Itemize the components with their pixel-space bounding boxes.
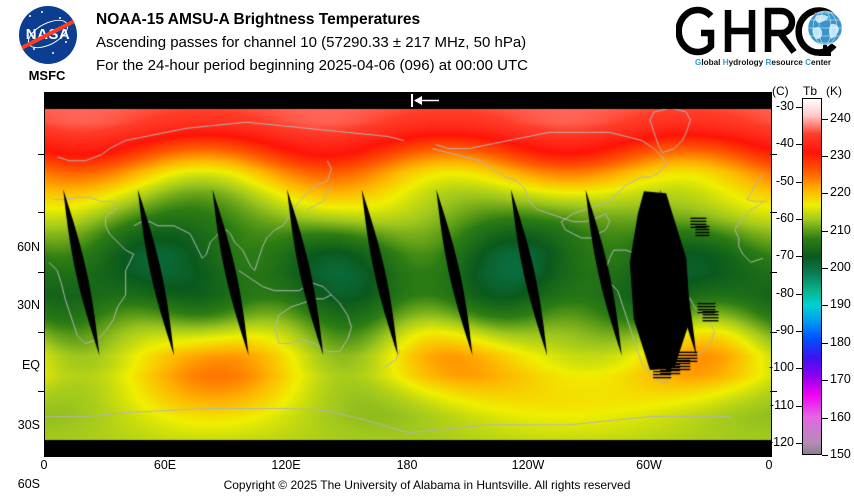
nasa-meatball-icon: NASA: [19, 6, 77, 64]
lon-tick-120e: [286, 92, 287, 99]
colorbar-kelvin-label-220: 220: [830, 185, 851, 200]
colorbar-kelvin-tick-190: [822, 305, 828, 306]
colorbar: [802, 98, 822, 455]
colorbar-celsius-tick--100: [796, 368, 802, 369]
header: NASA MSFC NOAA-15 AMSU-A Brightness Temp…: [0, 0, 854, 92]
colorbar-celsius-label--90: -90: [775, 323, 794, 338]
ghrc-logo: Global Hydrology Resource Center: [676, 6, 846, 82]
latitude-axis: 60N 30N EQ 30S 60S: [0, 92, 40, 491]
colorbar-kelvin-label-160: 160: [830, 409, 851, 424]
colorbar-celsius-tick--70: [796, 256, 802, 257]
lat-label-30n: 30N: [17, 298, 40, 312]
lon-label-120e: 120E: [271, 458, 301, 472]
lon-tick-0: [44, 92, 45, 99]
ghrc-globe-icon: [807, 10, 843, 56]
copyright-notice: Copyright © 2025 The University of Alaba…: [223, 478, 631, 492]
lat-label-60n: 60N: [17, 240, 40, 254]
lon-label-0: 0: [40, 458, 48, 472]
lat-tick-right-60n: [770, 154, 777, 155]
page-title: NOAA-15 AMSU-A Brightness Temperatures: [96, 11, 421, 28]
nasa-msfc-logo: NASA MSFC: [8, 6, 86, 88]
colorbar-kelvin-tick-180: [822, 343, 828, 344]
lon-tick-60e: [165, 92, 166, 99]
colorbar-kelvin-tick-230: [822, 156, 828, 157]
colorbar-kelvin-header: (K): [826, 84, 842, 98]
lon-label-120w: 120W: [511, 458, 545, 472]
lon-tick-180: [407, 92, 408, 99]
ghrc-subtitle: Global Hydrology Resource Center: [694, 58, 832, 67]
lat-label-60s: 60S: [17, 477, 40, 491]
colorbar-celsius-tick--90: [796, 331, 802, 332]
map-frame: [44, 92, 772, 457]
colorbar-kelvin-label-230: 230: [830, 147, 851, 162]
colorbar-kelvin-label-170: 170: [830, 372, 851, 387]
colorbar-kelvin-label-150: 150: [830, 447, 851, 461]
colorbar-kelvin-label-240: 240: [830, 110, 851, 125]
colorbar-celsius-tick--50: [796, 182, 802, 183]
colorbar-celsius-tick--80: [796, 294, 802, 295]
colorbar-celsius-tick--30: [796, 107, 802, 108]
colorbar-celsius-label--120: -120: [768, 435, 794, 450]
lat-label-eq: EQ: [21, 358, 40, 372]
colorbar-celsius-tick--120: [796, 443, 802, 444]
lon-label-360: 0: [765, 458, 773, 472]
lon-tick-360: [769, 92, 770, 99]
colorbar-celsius-label--40: -40: [775, 136, 794, 151]
ghrc-wordmark-icon: [676, 6, 843, 56]
colorbar-celsius-label--30: -30: [775, 98, 794, 113]
lat-tick-right-60s: [770, 391, 777, 392]
colorbar-kelvin-tick-160: [822, 418, 828, 419]
lat-tick-right-30n: [770, 212, 777, 213]
lat-tick-eq: [38, 272, 45, 273]
colorbar-celsius-tick--40: [796, 144, 802, 145]
colorbar-celsius-label--110: -110: [769, 397, 794, 412]
colorbar-kelvin-label-210: 210: [830, 222, 851, 237]
colorbar-celsius-label--70: -70: [775, 248, 794, 263]
brightness-temperature-map[interactable]: [45, 108, 771, 441]
colorbar-kelvin-label-200: 200: [830, 260, 851, 275]
colorbar-variable-header: Tb: [803, 84, 818, 98]
colorbar-kelvin-tick-240: [822, 119, 828, 120]
left-arrow-cursor-icon: [411, 94, 439, 107]
colorbar-celsius-label--100: -100: [768, 360, 794, 375]
lat-tick-30n: [38, 212, 45, 213]
lon-label-60w: 60W: [636, 458, 662, 472]
colorbar-kelvin-label-190: 190: [830, 297, 851, 312]
lon-tick-120w: [528, 92, 529, 99]
colorbar-celsius-label--60: -60: [775, 210, 794, 225]
colorbar-kelvin-tick-150: [822, 455, 828, 456]
colorbar-celsius-label--80: -80: [775, 285, 794, 300]
colorbar-kelvin-label-180: 180: [830, 334, 851, 349]
longitude-axis: 0 60E 120E 180 120W 60W 0: [0, 458, 854, 478]
colorbar-kelvin-tick-210: [822, 231, 828, 232]
period-subtitle: For the 24-hour period beginning 2025-04…: [96, 57, 528, 74]
channel-subtitle: Ascending passes for channel 10 (57290.3…: [96, 34, 527, 51]
colorbar-celsius-header: (C): [772, 84, 789, 98]
colorbar-gradient: [802, 98, 822, 455]
title-block: NOAA-15 AMSU-A Brightness Temperatures A…: [96, 8, 656, 77]
lat-tick-right-eq: [770, 272, 777, 273]
colorbar-celsius-label--50: -50: [775, 173, 794, 188]
colorbar-kelvin-tick-200: [822, 268, 828, 269]
colorbar-celsius-tick--110: [796, 406, 802, 407]
lon-tick-60w: [649, 92, 650, 99]
colorbar-kelvin-tick-170: [822, 380, 828, 381]
colorbar-celsius-tick--60: [796, 219, 802, 220]
lat-label-30s: 30S: [17, 418, 40, 432]
lat-tick-30s: [38, 332, 45, 333]
lat-tick-60n: [38, 154, 45, 155]
lat-tick-right-30s: [770, 332, 777, 333]
lat-tick-60s: [38, 391, 45, 392]
lon-label-180: 180: [396, 458, 418, 472]
lon-label-60e: 60E: [153, 458, 177, 472]
colorbar-kelvin-tick-220: [822, 193, 828, 194]
nasa-center-label: MSFC: [28, 68, 66, 83]
